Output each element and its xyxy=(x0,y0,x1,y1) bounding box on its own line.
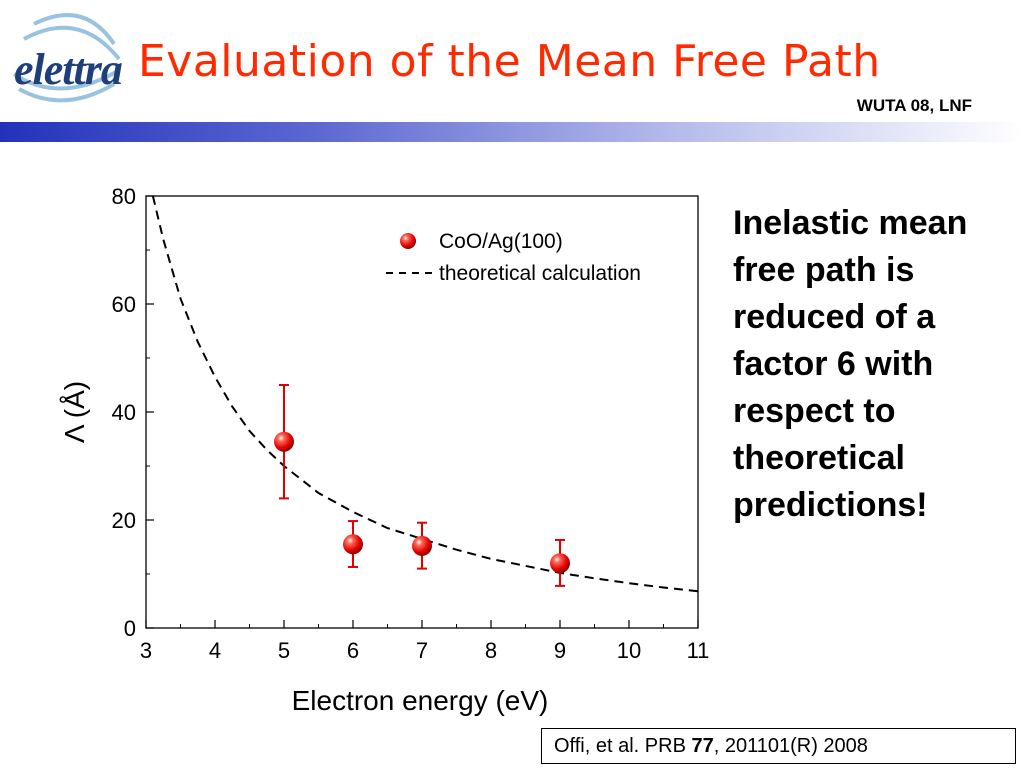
x-tick-label: 8 xyxy=(485,638,497,663)
logo-swirl-graphic xyxy=(12,13,121,103)
x-axis-label: Electron energy (eV) xyxy=(292,685,549,716)
reference-volume: 77 xyxy=(691,735,714,757)
data-point xyxy=(550,553,570,574)
x-tick-label: 7 xyxy=(416,638,428,663)
mean-free-path-chart: 3 4 5 6 7 8 9 10 11 0 20 40 60 80 Electron energy (eV)… xyxy=(59,184,710,716)
conclusion-text: Inelastic mean free path is reduced of a… xyxy=(733,204,968,524)
logo-text: elettra xyxy=(14,45,123,94)
y-tick-label: 80 xyxy=(112,184,136,209)
elettra-logo: elettra xyxy=(4,4,128,112)
x-tick-label: 5 xyxy=(278,638,290,663)
data-point xyxy=(343,534,363,555)
data-point xyxy=(412,535,432,556)
slide-title: Evaluation of the Mean Free Path xyxy=(138,36,881,87)
legend-label-curve: theoretical calculation xyxy=(439,262,641,285)
x-tick-label: 6 xyxy=(347,638,359,663)
y-tick-label: 20 xyxy=(112,508,136,533)
x-tick-label: 3 xyxy=(140,638,152,663)
header-gradient-band xyxy=(0,122,1024,142)
x-tick-label: 9 xyxy=(554,638,566,663)
x-tick-label: 4 xyxy=(209,638,221,663)
y-tick-label: 0 xyxy=(124,616,136,641)
y-tick-label: 40 xyxy=(112,400,136,425)
legend-marker-points xyxy=(400,233,416,249)
theoretical-curve xyxy=(151,195,699,593)
x-tick-label: 11 xyxy=(687,638,710,663)
data-point xyxy=(274,431,294,452)
legend-label-points: CoO/Ag(100) xyxy=(439,230,563,253)
slide-subtitle: WUTA 08, LNF xyxy=(856,96,972,115)
y-axis-label: Λ (Å) xyxy=(59,381,90,443)
y-tick-label: 60 xyxy=(112,292,136,317)
reference-box: Offi, et al. PRB 77, 201101(R) 2008 xyxy=(541,728,1016,764)
reference-rest: , 201101(R) 2008 xyxy=(713,735,868,757)
reference-authors: Offi, et al. PRB xyxy=(554,735,692,757)
x-tick-label: 10 xyxy=(617,638,641,663)
